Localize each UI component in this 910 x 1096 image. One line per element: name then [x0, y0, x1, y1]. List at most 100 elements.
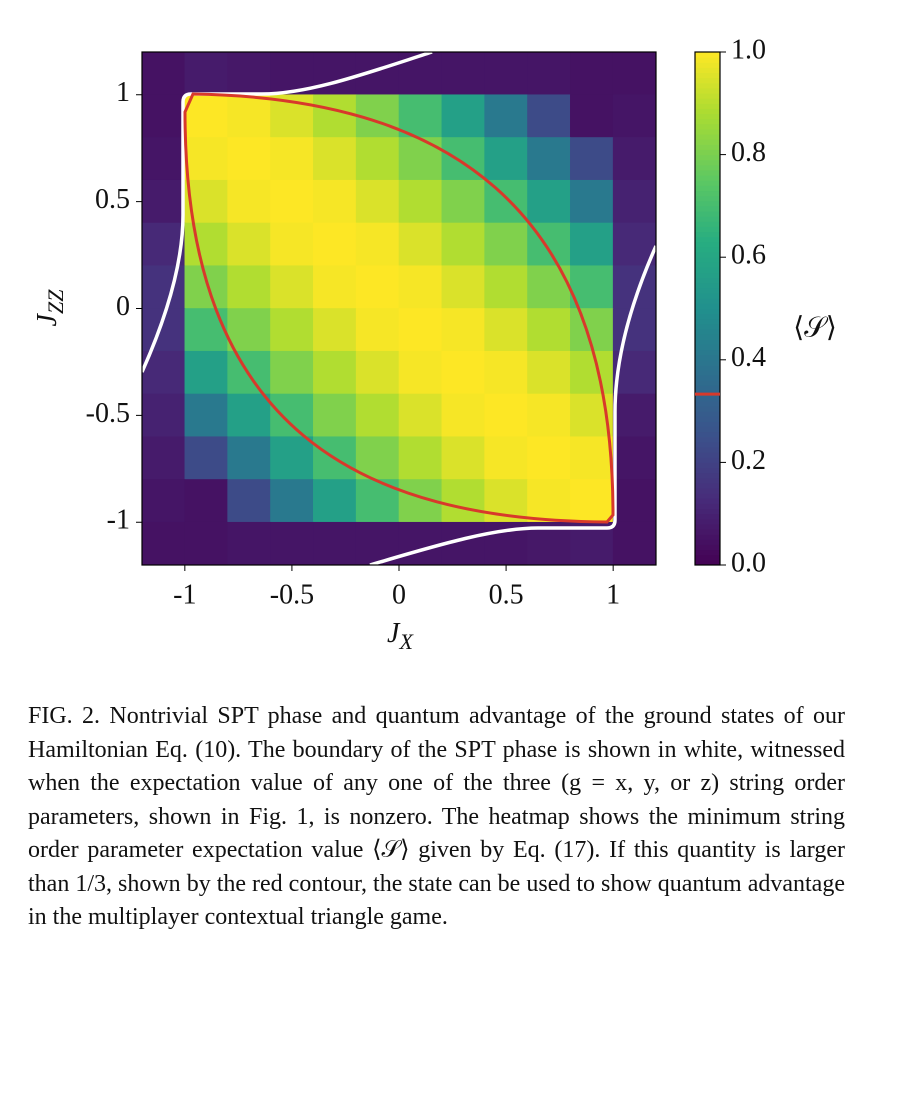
heatmap-cell: [184, 265, 228, 309]
x-tick-label: 1: [606, 579, 620, 610]
heatmap-cell: [398, 265, 443, 309]
heatmap-cell: [355, 222, 400, 267]
heatmap-cell: [184, 222, 228, 267]
heatmap-cell: [527, 265, 571, 309]
heatmap-cell: [270, 350, 314, 395]
heatmap-cell: [527, 94, 571, 138]
heatmap-cell: [313, 350, 357, 395]
heatmap-cell: [441, 94, 485, 138]
x-axis-label: JX: [387, 618, 414, 654]
heatmap-cell: [313, 265, 357, 309]
heatmap-cell: [398, 179, 443, 224]
heatmap-cell: [398, 393, 443, 438]
heatmap-cell: [142, 393, 186, 438]
heatmap-cell: [270, 436, 314, 480]
heatmap-cell: [570, 137, 614, 181]
heatmap-cell: [227, 222, 271, 267]
heatmap-cell: [270, 137, 314, 181]
heatmap-cell: [527, 137, 571, 181]
heatmap-cell: [313, 308, 357, 352]
heatmap-cell: [184, 393, 228, 438]
spt-boundary: [142, 52, 433, 373]
heatmap-cell: [313, 137, 357, 181]
heatmap-cell: [570, 222, 614, 267]
caption: FIG. 2. Nontrivial SPT phase and quantum…: [28, 703, 845, 930]
heatmap-cell: [227, 94, 271, 138]
heatmap-cell: [313, 479, 357, 523]
heatmap-cell: [355, 137, 400, 181]
heatmap-cell: [484, 436, 528, 480]
heatmap-cell: [142, 265, 186, 309]
heatmap-cell: [270, 222, 314, 267]
heatmap-cell: [313, 52, 357, 96]
heatmap-cell: [612, 308, 656, 352]
heatmap-cell: [227, 265, 271, 309]
heatmap-cell: [184, 479, 228, 523]
heatmap-cell: [270, 479, 314, 523]
colorbar-frame: [694, 51, 721, 566]
heatmap-cell: [527, 479, 571, 523]
heatmap-cell: [484, 179, 528, 224]
spt-boundary: [369, 245, 656, 565]
heatmap-cell: [612, 52, 656, 96]
heatmap-cell: [142, 137, 186, 181]
heatmap-cell: [527, 350, 571, 395]
heatmap-cell: [227, 436, 271, 480]
heatmap-cell: [142, 52, 186, 96]
figure: JX JZZ ⟨𝒮⟩ -1 -0.5 0 0.5 1 -1 -0.5 0 0.5 1 0.0 0.2 0…: [32, 34, 836, 654]
heatmap-cell: [484, 222, 528, 267]
heatmap-cell: [484, 52, 528, 96]
heatmap-cell: [270, 308, 314, 352]
heatmap-cell: [355, 479, 400, 523]
y-tick-label: -1: [107, 505, 130, 536]
heatmap-cell: [398, 94, 443, 138]
heatmap-cell: [612, 94, 656, 138]
heatmap-cell: [441, 265, 485, 309]
heatmap-cell: [355, 308, 400, 352]
y-tick-label: -0.5: [86, 398, 130, 429]
heatmap-cell: [184, 137, 228, 181]
heatmap-cell: [355, 350, 400, 395]
y-tick-label: 0.5: [95, 184, 130, 215]
heatmap-cell: [441, 222, 485, 267]
heatmap-cell: [612, 436, 656, 480]
heatmap-cell: [142, 521, 186, 565]
heatmap-cell: [184, 436, 228, 480]
heatmap-cell: [227, 521, 271, 565]
x-tick-label: -0.5: [270, 579, 314, 610]
heatmap-cell: [227, 52, 271, 96]
heatmap-cell: [484, 94, 528, 138]
heatmap-cell: [612, 393, 656, 438]
heatmap-cell: [570, 479, 614, 523]
heatmap-cell: [184, 52, 228, 96]
heatmap-cell: [313, 222, 357, 267]
heatmap-cell: [398, 137, 443, 181]
heatmap-cell: [142, 479, 186, 523]
heatmap-cell: [570, 350, 614, 395]
heatmap-cell: [484, 350, 528, 395]
heatmap-cell: [441, 179, 485, 224]
heatmap-cell: [570, 436, 614, 480]
heatmap-cell: [313, 94, 357, 138]
colorbar-tick-label: 0.8: [731, 137, 766, 168]
heatmap-cell: [441, 52, 485, 96]
heatmap-cell: [484, 265, 528, 309]
heatmap-cell: [527, 52, 571, 96]
heatmap-cell: [184, 521, 228, 565]
advantage-contour: [183, 92, 615, 524]
heatmap-cell: [270, 521, 314, 565]
y-tick-label: 1: [116, 77, 130, 108]
heatmap-cell: [142, 179, 186, 224]
heatmap-cell: [570, 52, 614, 96]
heatmap-cell: [570, 94, 614, 138]
heatmap-cell: [570, 179, 614, 224]
heatmap-cell: [484, 137, 528, 181]
heatmap-cell: [355, 436, 400, 480]
heatmap-cell: [270, 179, 314, 224]
heatmap-cell: [355, 265, 400, 309]
heatmap-cell: [441, 308, 485, 352]
x-tick-label: -1: [173, 579, 196, 610]
heatmap-cell: [441, 436, 485, 480]
heatmap-cell: [227, 179, 271, 224]
